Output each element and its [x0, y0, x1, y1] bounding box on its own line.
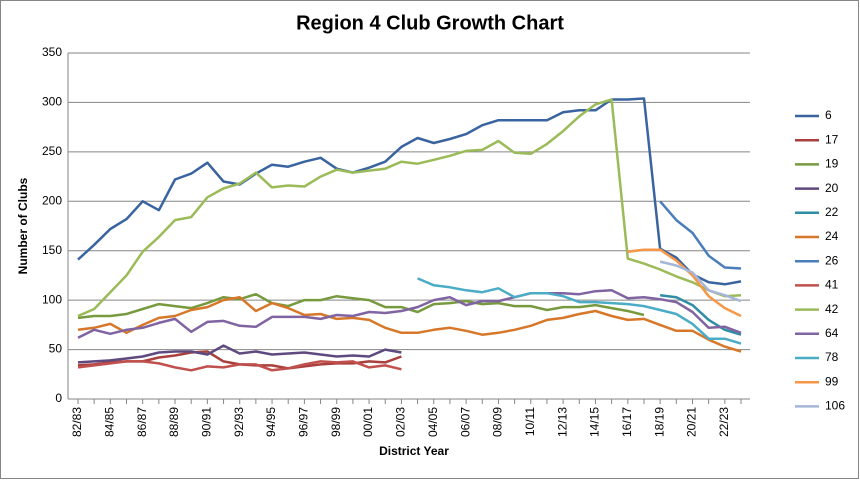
legend-label: 78	[825, 350, 839, 364]
x-tick-label: 02/03	[394, 407, 408, 437]
x-tick-label: 20/21	[685, 407, 699, 437]
legend-label: 22	[825, 205, 839, 219]
series-line	[77, 98, 742, 318]
legend-label: 106	[825, 399, 845, 413]
x-tick-label: 88/89	[167, 407, 181, 437]
y-axis-label: Number of Clubs	[16, 177, 30, 274]
series-line	[77, 295, 742, 353]
y-tick-label: 200	[42, 193, 62, 207]
x-tick-label: 14/15	[588, 407, 602, 437]
x-axis-label: District Year	[379, 444, 449, 458]
x-tick-label: 96/97	[297, 407, 311, 437]
x-tick-label: 04/05	[426, 407, 440, 437]
x-tick-label: 94/95	[264, 407, 278, 437]
series-line	[77, 360, 402, 372]
x-tick-label: 12/13	[555, 407, 569, 437]
x-tick-label: 92/93	[232, 407, 246, 437]
series-line	[77, 344, 402, 364]
legend-label: 19	[825, 157, 839, 171]
x-tick-label: 84/85	[103, 407, 117, 437]
legend-label: 26	[825, 253, 839, 267]
x-tick-label: 98/99	[329, 407, 343, 437]
y-tick-label: 350	[42, 45, 62, 59]
x-tick-label: 90/91	[200, 407, 214, 437]
legend-label: 42	[825, 302, 839, 316]
x-tick-label: 08/09	[491, 407, 505, 437]
series-line	[659, 200, 742, 270]
legend-label: 6	[825, 108, 832, 122]
x-tick-label: 18/19	[652, 407, 666, 437]
series-line	[659, 293, 742, 336]
y-tick-label: 300	[42, 95, 62, 109]
legend-label: 24	[825, 229, 839, 243]
legend-label: 41	[825, 278, 839, 292]
y-tick-label: 50	[49, 342, 63, 356]
x-tick-label: 16/17	[620, 407, 634, 437]
y-tick-label: 0	[55, 391, 62, 405]
x-tick-label: 10/11	[523, 407, 537, 436]
x-tick-label: 06/07	[458, 407, 472, 437]
legend-label: 17	[825, 132, 839, 146]
chart-title: Region 4 Club Growth Chart	[296, 12, 564, 34]
series-line	[77, 292, 645, 320]
x-tick-label: 82/83	[70, 407, 84, 437]
legend-label: 64	[825, 326, 839, 340]
series-line	[659, 260, 742, 303]
legend-label: 99	[825, 374, 839, 388]
x-tick-label: 22/23	[717, 407, 731, 437]
series-line	[77, 97, 742, 286]
x-tick-label: 86/87	[135, 407, 149, 437]
y-tick-label: 100	[42, 292, 62, 306]
legend-label: 20	[825, 181, 839, 195]
y-tick-label: 250	[42, 144, 62, 158]
y-tick-label: 150	[42, 243, 62, 257]
x-tick-label: 00/01	[361, 407, 375, 437]
series-line	[77, 289, 742, 339]
series-line	[417, 277, 742, 345]
